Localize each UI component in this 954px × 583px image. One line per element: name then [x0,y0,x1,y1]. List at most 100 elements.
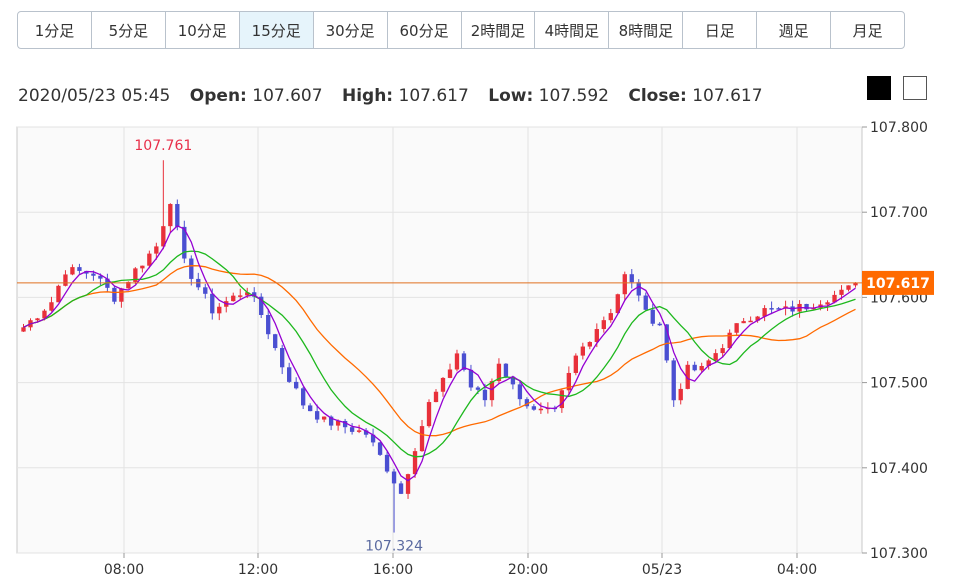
candle-down [314,411,320,420]
y-tick-label: 107.500 [870,376,928,392]
candle-up [63,274,68,286]
tab-timeframe-7[interactable]: 4時間足 [535,12,610,48]
plot-area [16,126,863,554]
moving-average-short [23,225,856,482]
candle-up [433,391,439,403]
y-tick-label: 107.800 [870,120,928,136]
candle-down [531,406,537,410]
candle-up [580,346,585,356]
timeframe-tabs: 1分足 5分足 10分足 15分足 30分足 60分足 2時間足 4時間足 8時間足 日足 週足 月足 [17,11,905,49]
candle-up [608,313,613,321]
candle-down [273,334,278,349]
candle-up [853,282,858,286]
candle-up [419,426,425,452]
tab-timeframe-10[interactable]: 週足 [757,12,832,48]
tab-timeframe-4[interactable]: 30分足 [314,12,388,48]
tab-timeframe-8[interactable]: 8時間足 [609,12,684,48]
candle-up [147,253,152,266]
open-value: 107.607 [252,86,323,106]
candle-down [84,270,89,274]
candle-down [517,384,523,400]
candle-down [482,389,488,401]
candle-up [678,388,683,401]
candle-down [259,296,264,315]
candle-up [713,353,718,361]
candle-up [762,308,767,317]
tab-timeframe-1[interactable]: 5分足 [92,12,166,48]
candle-down [307,405,313,412]
low-value: 107.592 [538,86,609,106]
candle-down [510,376,516,385]
candle-up [601,320,606,330]
candle-up [447,369,453,378]
tab-timeframe-5[interactable]: 60分足 [388,12,462,48]
candle-up [133,268,138,282]
candle-up [35,318,40,321]
candle-down [210,293,215,314]
tab-timeframe-9[interactable]: 日足 [683,12,758,48]
candle-up [594,329,599,343]
x-tick-label: 16:00 [373,562,413,578]
x-tick-label: 08:00 [104,562,144,578]
candle-down [342,420,348,428]
candle-down [398,483,404,494]
candle-up [154,246,159,254]
tab-timeframe-2[interactable]: 10分足 [166,12,240,48]
candle-up [748,320,753,323]
candle-down [776,308,781,310]
candle-down [175,204,180,227]
candle-up [245,292,250,296]
candle-up [615,294,620,314]
tab-timeframe-11[interactable]: 月足 [852,21,883,40]
open-label: Open: [189,86,247,106]
candle-up [412,451,418,475]
candle-down [377,442,383,455]
tab-timeframe-3[interactable]: 15分足 [239,12,314,48]
candle-down [636,282,641,296]
light-theme-swatch[interactable] [903,76,927,100]
high-value: 107.617 [398,86,469,106]
candle-down [461,353,467,370]
candle-down [384,454,390,472]
candle-down [475,387,481,390]
candle-down [77,267,82,271]
candle-up [622,274,627,295]
candle-up [559,390,565,409]
candle-down [203,287,208,294]
candle-down [182,226,187,259]
tab-timeframe-0[interactable]: 1分足 [18,12,92,48]
candle-up [839,289,844,295]
candle-up [587,342,592,347]
candle-up [566,372,572,391]
candle-up [734,323,739,333]
tab-timeframe-6[interactable]: 2時間足 [462,12,536,48]
candle-up [832,294,837,303]
candle-up [496,363,502,382]
candle-up [238,295,243,297]
candle-up [168,204,173,227]
candle-up [217,306,222,314]
candle-up [846,285,851,290]
candle-up [70,267,75,275]
y-tick-label: 107.400 [870,461,928,477]
current-price-tag [862,270,934,295]
current-price-label: 107.617 [866,276,930,292]
candle-up [755,316,760,321]
candle-up [231,295,236,302]
candle-down [349,427,355,432]
candle-down [328,416,334,426]
candle-up [538,408,544,411]
candle-up [440,377,446,392]
candle-up [454,353,460,370]
candle-up [720,348,725,354]
candle-up [42,310,47,319]
ohlc-readout: 2020/05/23 05:45 Open: 107.607 High: 107… [18,86,763,106]
candle-up [405,474,411,494]
candle-down [112,287,117,302]
candle-up [825,302,830,305]
dark-theme-swatch[interactable] [867,76,891,100]
candle-down [657,323,662,326]
candle-down [370,434,376,443]
close-value: 107.617 [692,86,763,106]
